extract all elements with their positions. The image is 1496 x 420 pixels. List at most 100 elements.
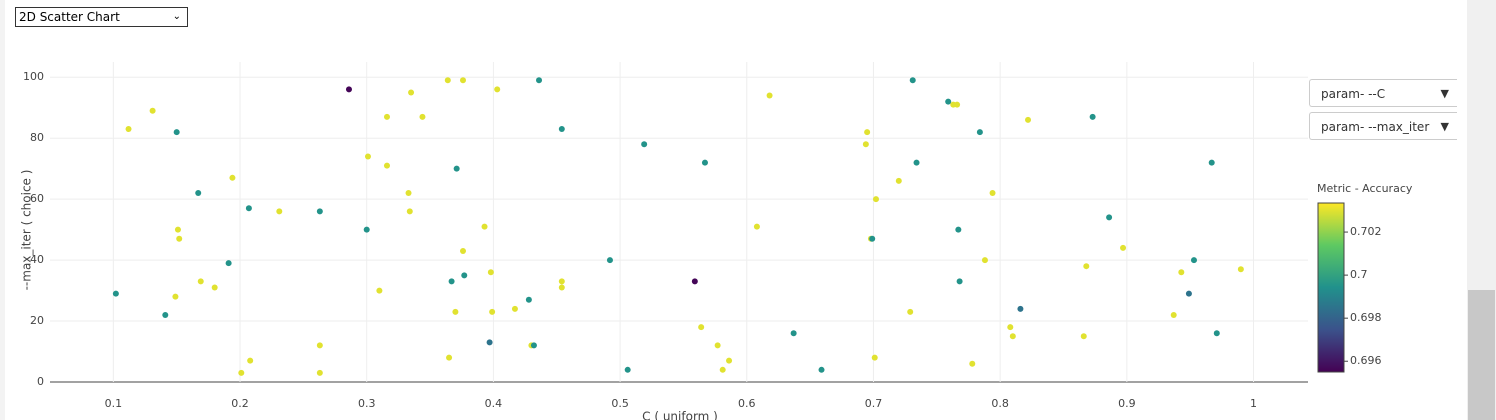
point <box>448 278 455 285</box>
y-tick-label: 100 <box>23 70 44 83</box>
point <box>954 101 961 108</box>
point <box>726 357 733 364</box>
point <box>624 366 631 373</box>
dropdown-arrow: ⌄ <box>172 11 181 22</box>
x-tick-label: 0.9 <box>1118 397 1136 410</box>
point <box>945 98 952 105</box>
point <box>408 89 415 96</box>
point <box>195 190 202 197</box>
point <box>871 354 878 361</box>
point <box>981 257 988 264</box>
point <box>1080 333 1087 340</box>
point <box>558 278 565 285</box>
point <box>969 360 976 367</box>
point <box>1190 257 1197 264</box>
point <box>487 269 494 276</box>
point <box>173 129 180 136</box>
y-tick-label: 40 <box>30 253 44 266</box>
y-axis-title: --max_iter ( choice ) <box>20 170 34 291</box>
point <box>316 369 323 376</box>
point <box>316 208 323 215</box>
select-label: param- --max_iter <box>1321 120 1430 134</box>
x-tick-label: 0.7 <box>865 397 883 410</box>
point <box>989 190 996 197</box>
point <box>862 141 869 148</box>
point <box>1017 305 1024 312</box>
param-select[interactable]: param- --max_iter ▼ <box>1309 112 1457 140</box>
point <box>719 366 726 373</box>
x-axis-title: C ( uniform ) <box>642 410 718 420</box>
point <box>1170 311 1177 318</box>
point <box>419 113 426 120</box>
point <box>909 77 916 84</box>
x-tick-label: 0.5 <box>611 397 629 410</box>
point <box>1089 113 1096 120</box>
colorbar-tick-label: 0.7 <box>1350 268 1368 281</box>
point <box>172 293 179 300</box>
point <box>895 177 902 184</box>
colorbar-title: Metric - Accuracy <box>1317 182 1413 195</box>
point <box>913 159 920 166</box>
x-tick-label: 0.8 <box>991 397 1009 410</box>
colorbar-tick-label: 0.698 <box>1350 311 1382 324</box>
point <box>790 330 797 337</box>
point <box>247 357 254 364</box>
point <box>530 342 537 349</box>
point <box>376 287 383 294</box>
point <box>753 223 760 230</box>
point <box>162 311 169 318</box>
point <box>511 305 518 312</box>
point <box>1106 214 1113 221</box>
point <box>444 77 451 84</box>
x-tick-label: 0.4 <box>485 397 503 410</box>
point <box>956 278 963 285</box>
point <box>1213 330 1220 337</box>
point <box>363 226 370 233</box>
point <box>225 260 232 267</box>
point <box>316 342 323 349</box>
chart-type-select[interactable]: 2D Scatter Chart ⌄ <box>15 7 188 27</box>
point <box>714 342 721 349</box>
point <box>869 235 876 242</box>
select-label: 2D Scatter Chart <box>19 10 120 24</box>
point <box>691 278 698 285</box>
point <box>229 174 236 181</box>
x-tick-label: 0.6 <box>738 397 756 410</box>
point <box>698 324 705 331</box>
point <box>525 296 532 303</box>
point <box>1208 159 1215 166</box>
point <box>489 308 496 315</box>
point <box>486 339 493 346</box>
point <box>174 226 181 233</box>
point <box>1083 263 1090 270</box>
y-tick-label: 80 <box>30 131 44 144</box>
point <box>1009 333 1016 340</box>
point <box>452 308 459 315</box>
param-select[interactable]: param- --C ▼ <box>1309 79 1457 107</box>
point <box>406 208 413 215</box>
point <box>976 129 983 136</box>
point <box>766 92 773 99</box>
y-tick-label: 20 <box>30 314 44 327</box>
point <box>701 159 708 166</box>
colorbar-tick-label: 0.702 <box>1350 225 1382 238</box>
point <box>818 366 825 373</box>
point <box>149 107 156 114</box>
point <box>446 354 453 361</box>
point <box>112 290 119 297</box>
point <box>459 77 466 84</box>
point <box>1185 290 1192 297</box>
scrollbar-thumb[interactable] <box>1468 290 1495 420</box>
point <box>558 284 565 291</box>
point <box>364 153 371 160</box>
point <box>459 247 466 254</box>
point <box>245 205 252 212</box>
x-tick-label: 0.2 <box>231 397 249 410</box>
point <box>1237 266 1244 273</box>
colorbar-tick-label: 0.696 <box>1350 354 1382 367</box>
point <box>558 126 565 133</box>
point <box>872 196 879 203</box>
y-tick-label: 60 <box>30 192 44 205</box>
